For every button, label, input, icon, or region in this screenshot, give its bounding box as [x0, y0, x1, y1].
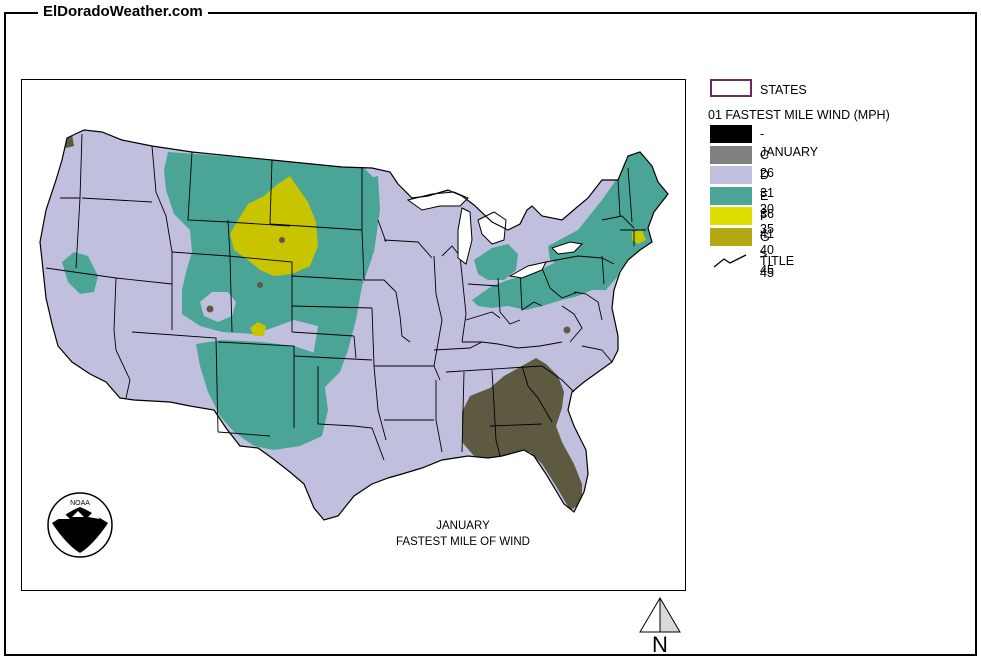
noaa-logo-text: NOAA [70, 500, 90, 507]
zone-e-michigan [474, 244, 518, 280]
legend-title-row: TITLE [710, 253, 910, 273]
zone-d-colorado-island [200, 292, 236, 322]
noaa-logo: NOAA [47, 492, 113, 558]
map-caption-month: JANUARY [436, 520, 490, 532]
map-caption: JANUARY FASTEST MILE OF WIND [388, 518, 538, 550]
outer-frame [4, 12, 977, 656]
legend-swatch [710, 186, 752, 205]
legend-item-label: D 31 - 35 [760, 168, 774, 236]
site-title: ElDoradoWeather.com [38, 2, 208, 22]
lake-ontario [551, 241, 584, 255]
lake-huron [477, 211, 507, 245]
map-frame: NOAA JANUARY FASTEST MILE OF WIND [21, 79, 686, 591]
north-label: N [652, 632, 668, 656]
legend-item-label: G > 45 [760, 229, 774, 280]
north-arrow-icon: N [639, 597, 681, 656]
zone-f-colorado-spot [250, 322, 266, 336]
zone-dark-socal [84, 376, 100, 396]
legend-swatch [710, 125, 752, 143]
zone-e-northeast [548, 152, 668, 290]
wind-zones [62, 134, 668, 510]
zone-f-wyoming [230, 176, 318, 276]
legend-heading: 01 FASTEST MILE WIND (MPH) [708, 108, 890, 122]
legend-states-row: STATES [710, 79, 970, 101]
zone-dark-dot-wv [563, 326, 571, 334]
zone-dark-dot-co [257, 282, 263, 288]
state-borders [45, 133, 646, 461]
map-caption-title: FASTEST MILE OF WIND [396, 536, 530, 548]
legend-swatch [710, 145, 752, 164]
zone-e-iowa-corridor [360, 176, 380, 276]
zone-dark-southeast [462, 358, 582, 510]
legend-item-label: - JANUARY - [760, 127, 818, 177]
lake-erie [508, 261, 547, 279]
legend-swatch [710, 166, 752, 184]
great-lakes [406, 191, 584, 279]
zone-e-southwest [196, 340, 328, 450]
legend-item-label: E 36 - 40 [760, 188, 774, 257]
title-line-icon [713, 254, 747, 268]
legend-states-label: STATES [760, 83, 807, 97]
legend-title-label: TITLE [760, 254, 795, 268]
legend-swatch [710, 227, 752, 246]
zone-dark-dot-wy [279, 237, 285, 243]
legend-item-label: C 26 - 30 [760, 147, 774, 216]
legend: STATES 01 FASTEST MILE WIND (MPH) - JANU… [708, 79, 970, 280]
legend-item-label: F 41 - 45 [760, 209, 774, 277]
states-swatch [710, 79, 752, 97]
zone-dark-dot-utah [206, 305, 214, 313]
lake-michigan [457, 207, 473, 265]
zone-f-massachusetts [632, 230, 646, 244]
us-map: NOAA [39, 129, 669, 558]
legend-swatch [710, 207, 752, 225]
